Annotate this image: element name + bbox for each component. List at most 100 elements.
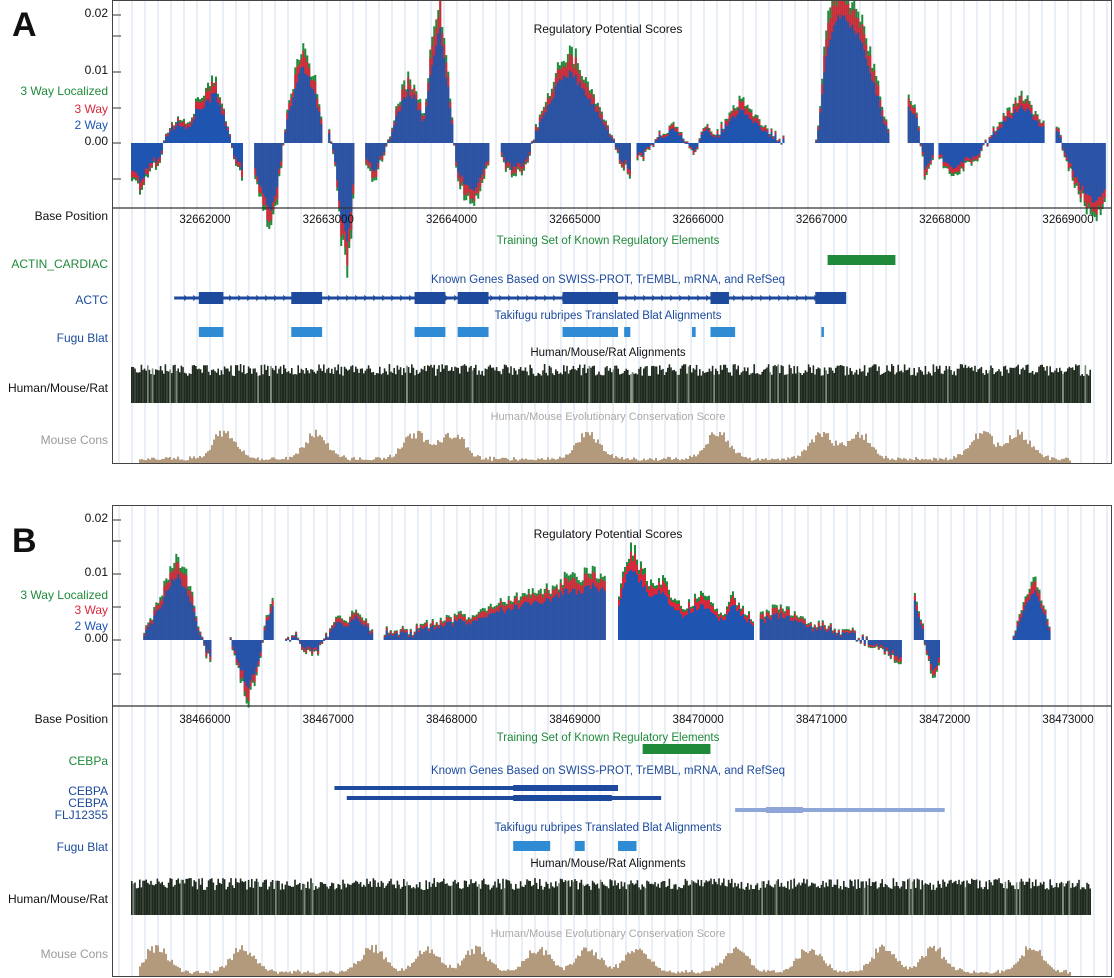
conservation-bar — [331, 450, 333, 463]
conservation-bar — [939, 458, 941, 463]
alignment-bar — [550, 367, 552, 403]
alignment-bar — [910, 888, 912, 915]
conservation-bar — [977, 438, 979, 463]
alignment-bar — [481, 370, 483, 403]
alignment-bar — [206, 887, 208, 915]
alignment-bar — [422, 889, 424, 915]
alignment-bar — [1017, 364, 1019, 403]
alignment-bar — [463, 364, 466, 403]
conservation-bar — [183, 971, 185, 976]
alignment-bar — [987, 373, 989, 403]
rp-bar-3way — [229, 637, 232, 640]
rp-bar-2way — [628, 143, 631, 170]
conservation-bar — [565, 965, 567, 976]
rp-bar-2way — [771, 614, 774, 640]
rp-bar-2way — [297, 639, 300, 641]
conservation-bar — [145, 460, 147, 463]
conservation-bar — [593, 955, 595, 976]
alignment-bar — [430, 886, 432, 915]
alignment-bar — [351, 883, 354, 915]
alignment-bar — [423, 365, 426, 403]
alignment-bar — [961, 881, 963, 915]
conservation-bar — [511, 460, 513, 463]
alignment-bar — [243, 365, 245, 403]
rp-bar-2way — [823, 629, 826, 640]
alignment-bar — [689, 364, 691, 403]
conservation-bar — [179, 459, 181, 463]
alignment-bar — [755, 373, 757, 403]
conservation-bar — [393, 456, 395, 463]
rp-bar-2way — [459, 143, 462, 178]
alignment-bar — [457, 367, 459, 403]
rp-bar-3way — [530, 141, 533, 143]
alignment-bar — [342, 879, 344, 915]
rp-bar-2way — [337, 621, 340, 640]
rp-bar-2way — [510, 143, 513, 170]
alignment-bar — [239, 364, 242, 403]
alignment-bar — [886, 365, 888, 403]
conservation-bar — [233, 953, 235, 976]
alignment-bar — [606, 366, 608, 403]
alignment-bar — [622, 373, 624, 403]
training-label: ACTIN_CARDIAC — [11, 257, 108, 271]
rp-bar-2way — [722, 620, 724, 640]
rp-bar-2way — [831, 633, 834, 640]
alignment-bar — [667, 885, 669, 915]
rp-bar-2way — [289, 640, 292, 641]
conservation-track — [139, 429, 1071, 463]
alignment-bar — [604, 885, 607, 915]
alignment-bar — [382, 882, 384, 915]
alignment-bar — [627, 884, 629, 915]
conservation-bar — [421, 954, 423, 976]
conservation-bar — [177, 966, 179, 976]
conservation-bar — [685, 458, 687, 463]
conservation-bar — [959, 968, 961, 976]
alignment-bar — [814, 374, 816, 403]
alignment-bar — [417, 887, 419, 915]
conservation-bar — [665, 458, 667, 463]
conservation-bar — [963, 450, 965, 463]
rp-bar-2way — [179, 126, 181, 143]
conservation-bar — [1055, 458, 1057, 463]
alignment-bar — [942, 373, 944, 403]
conservation-bar — [811, 949, 813, 976]
alignment-bar — [731, 375, 733, 403]
rp-bar-2way — [845, 19, 848, 143]
alignment-bar — [443, 368, 445, 403]
rp-bar-3way — [323, 638, 326, 640]
rp-bar-2way — [427, 631, 430, 640]
alignment-bar — [195, 881, 197, 915]
alignment-bar — [1046, 365, 1048, 403]
rp-bar-2way — [533, 600, 536, 640]
alignment-bar — [534, 878, 536, 915]
rp-bar-2way — [245, 640, 248, 686]
rp-bar-2way — [256, 143, 259, 177]
rp-bar-2way — [427, 91, 430, 143]
rp-bar-2way — [332, 143, 335, 151]
alignment-bar — [361, 368, 363, 403]
alignment-bar — [915, 887, 917, 915]
alignment-bar — [137, 372, 139, 403]
rp-bar-2way — [247, 640, 250, 689]
alignment-bar — [606, 886, 608, 915]
alignment-bar — [371, 886, 373, 915]
gene-exon — [710, 292, 729, 304]
base-position-label: Base Position — [34, 712, 108, 726]
alignment-bar — [355, 880, 357, 915]
rp-bar-2way — [776, 141, 779, 143]
alignment-bar — [867, 885, 869, 915]
rp-bar-2way — [346, 143, 349, 242]
rp-bar-2way — [996, 130, 999, 143]
alignment-bar — [839, 365, 842, 403]
conservation-bar — [721, 435, 723, 463]
rp-bar-2way — [1040, 608, 1043, 640]
alignment-bar — [131, 881, 133, 915]
conservation-bar — [787, 457, 789, 463]
alignment-bar — [1039, 365, 1042, 403]
alignment-bar — [199, 369, 202, 403]
alignment-bar — [356, 368, 359, 403]
rp-bar-2way — [207, 99, 209, 143]
rp-bar-2way — [887, 132, 890, 143]
conservation-bar — [975, 972, 977, 976]
conservation-bar — [497, 459, 499, 463]
